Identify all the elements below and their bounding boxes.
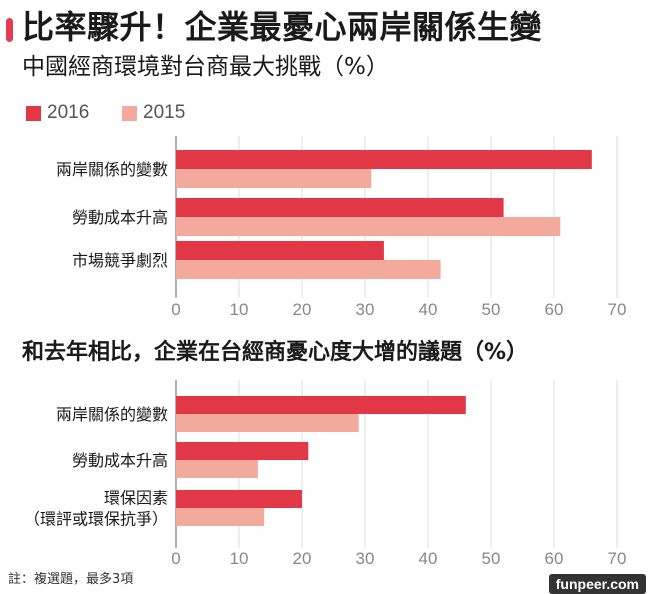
- chart1-category-label-1: 勞動成本升高: [72, 208, 168, 227]
- chart2-bar-2016-2: [176, 490, 302, 508]
- chart1-x-tick-0: 0: [171, 300, 180, 319]
- chart1-bar-2015-0: [176, 169, 372, 188]
- chart2-bar-2015-1: [176, 460, 258, 478]
- chart1-bar-2016-1: [176, 198, 504, 217]
- chart1-x-tick-30: 30: [356, 300, 375, 319]
- chart1-bar-2015-1: [176, 217, 561, 236]
- chart1-bar-2016-2: [176, 241, 384, 260]
- chart2-x-tick-40: 40: [419, 549, 438, 568]
- chart2-x-tick-10: 10: [230, 549, 249, 568]
- chart2-category-label-2-line1: （環評或環保抗爭）: [24, 510, 168, 529]
- legend-item-2016: 2016: [26, 102, 89, 124]
- watermark: funpeer.com: [548, 574, 646, 594]
- chart2-category-label-0: 兩岸關係的變數: [56, 405, 168, 424]
- chart2-x-tick-60: 60: [545, 549, 564, 568]
- chart1-category-label-2: 市場競爭劇烈: [72, 251, 168, 270]
- legend-item-2015: 2015: [122, 102, 185, 124]
- legend-swatch-2015: [122, 105, 137, 121]
- chart1-x-tick-20: 20: [293, 300, 312, 319]
- legend-swatch-2016: [26, 105, 41, 121]
- chart2-x-tick-70: 70: [608, 549, 627, 568]
- legend-label-2015: 2015: [143, 102, 186, 123]
- chart2-bar-2016-1: [176, 442, 309, 460]
- chart2-bar-2015-0: [176, 414, 359, 432]
- chart2-x-tick-20: 20: [293, 549, 312, 568]
- chart2-bar-2016-0: [176, 396, 466, 414]
- legend-label-2016: 2016: [47, 102, 90, 123]
- chart1-category-label-0: 兩岸關係的變數: [56, 160, 168, 179]
- chart1-title: 中國經商環境對台商最大挑戰（%）: [22, 54, 389, 80]
- chart2-bar-2015-2: [176, 508, 265, 526]
- chart2-category-label-1: 勞動成本升高: [72, 451, 168, 470]
- chart2-title: 和去年相比，企業在台經商憂心度大增的議題（%）: [22, 340, 529, 365]
- chart2-x-tick-0: 0: [171, 549, 180, 568]
- chart1-x-tick-10: 10: [230, 300, 249, 319]
- chart1-x-tick-60: 60: [545, 300, 564, 319]
- chart1-bar-2016-0: [176, 150, 592, 169]
- chart2-category-label-2-line0: 環保因素: [104, 489, 168, 508]
- chart1-x-tick-40: 40: [419, 300, 438, 319]
- main-title: 比率驟升！企業最憂心兩岸關係生變: [22, 8, 543, 46]
- chart1-x-tick-70: 70: [608, 300, 627, 319]
- chart2-x-tick-30: 30: [356, 549, 375, 568]
- chart1-x-tick-50: 50: [482, 300, 501, 319]
- chart2-x-tick-50: 50: [482, 549, 501, 568]
- footnote: 註：複選題，最多3項: [8, 572, 134, 587]
- title-accent-bar: [6, 18, 13, 42]
- chart1-bar-2015-2: [176, 260, 441, 279]
